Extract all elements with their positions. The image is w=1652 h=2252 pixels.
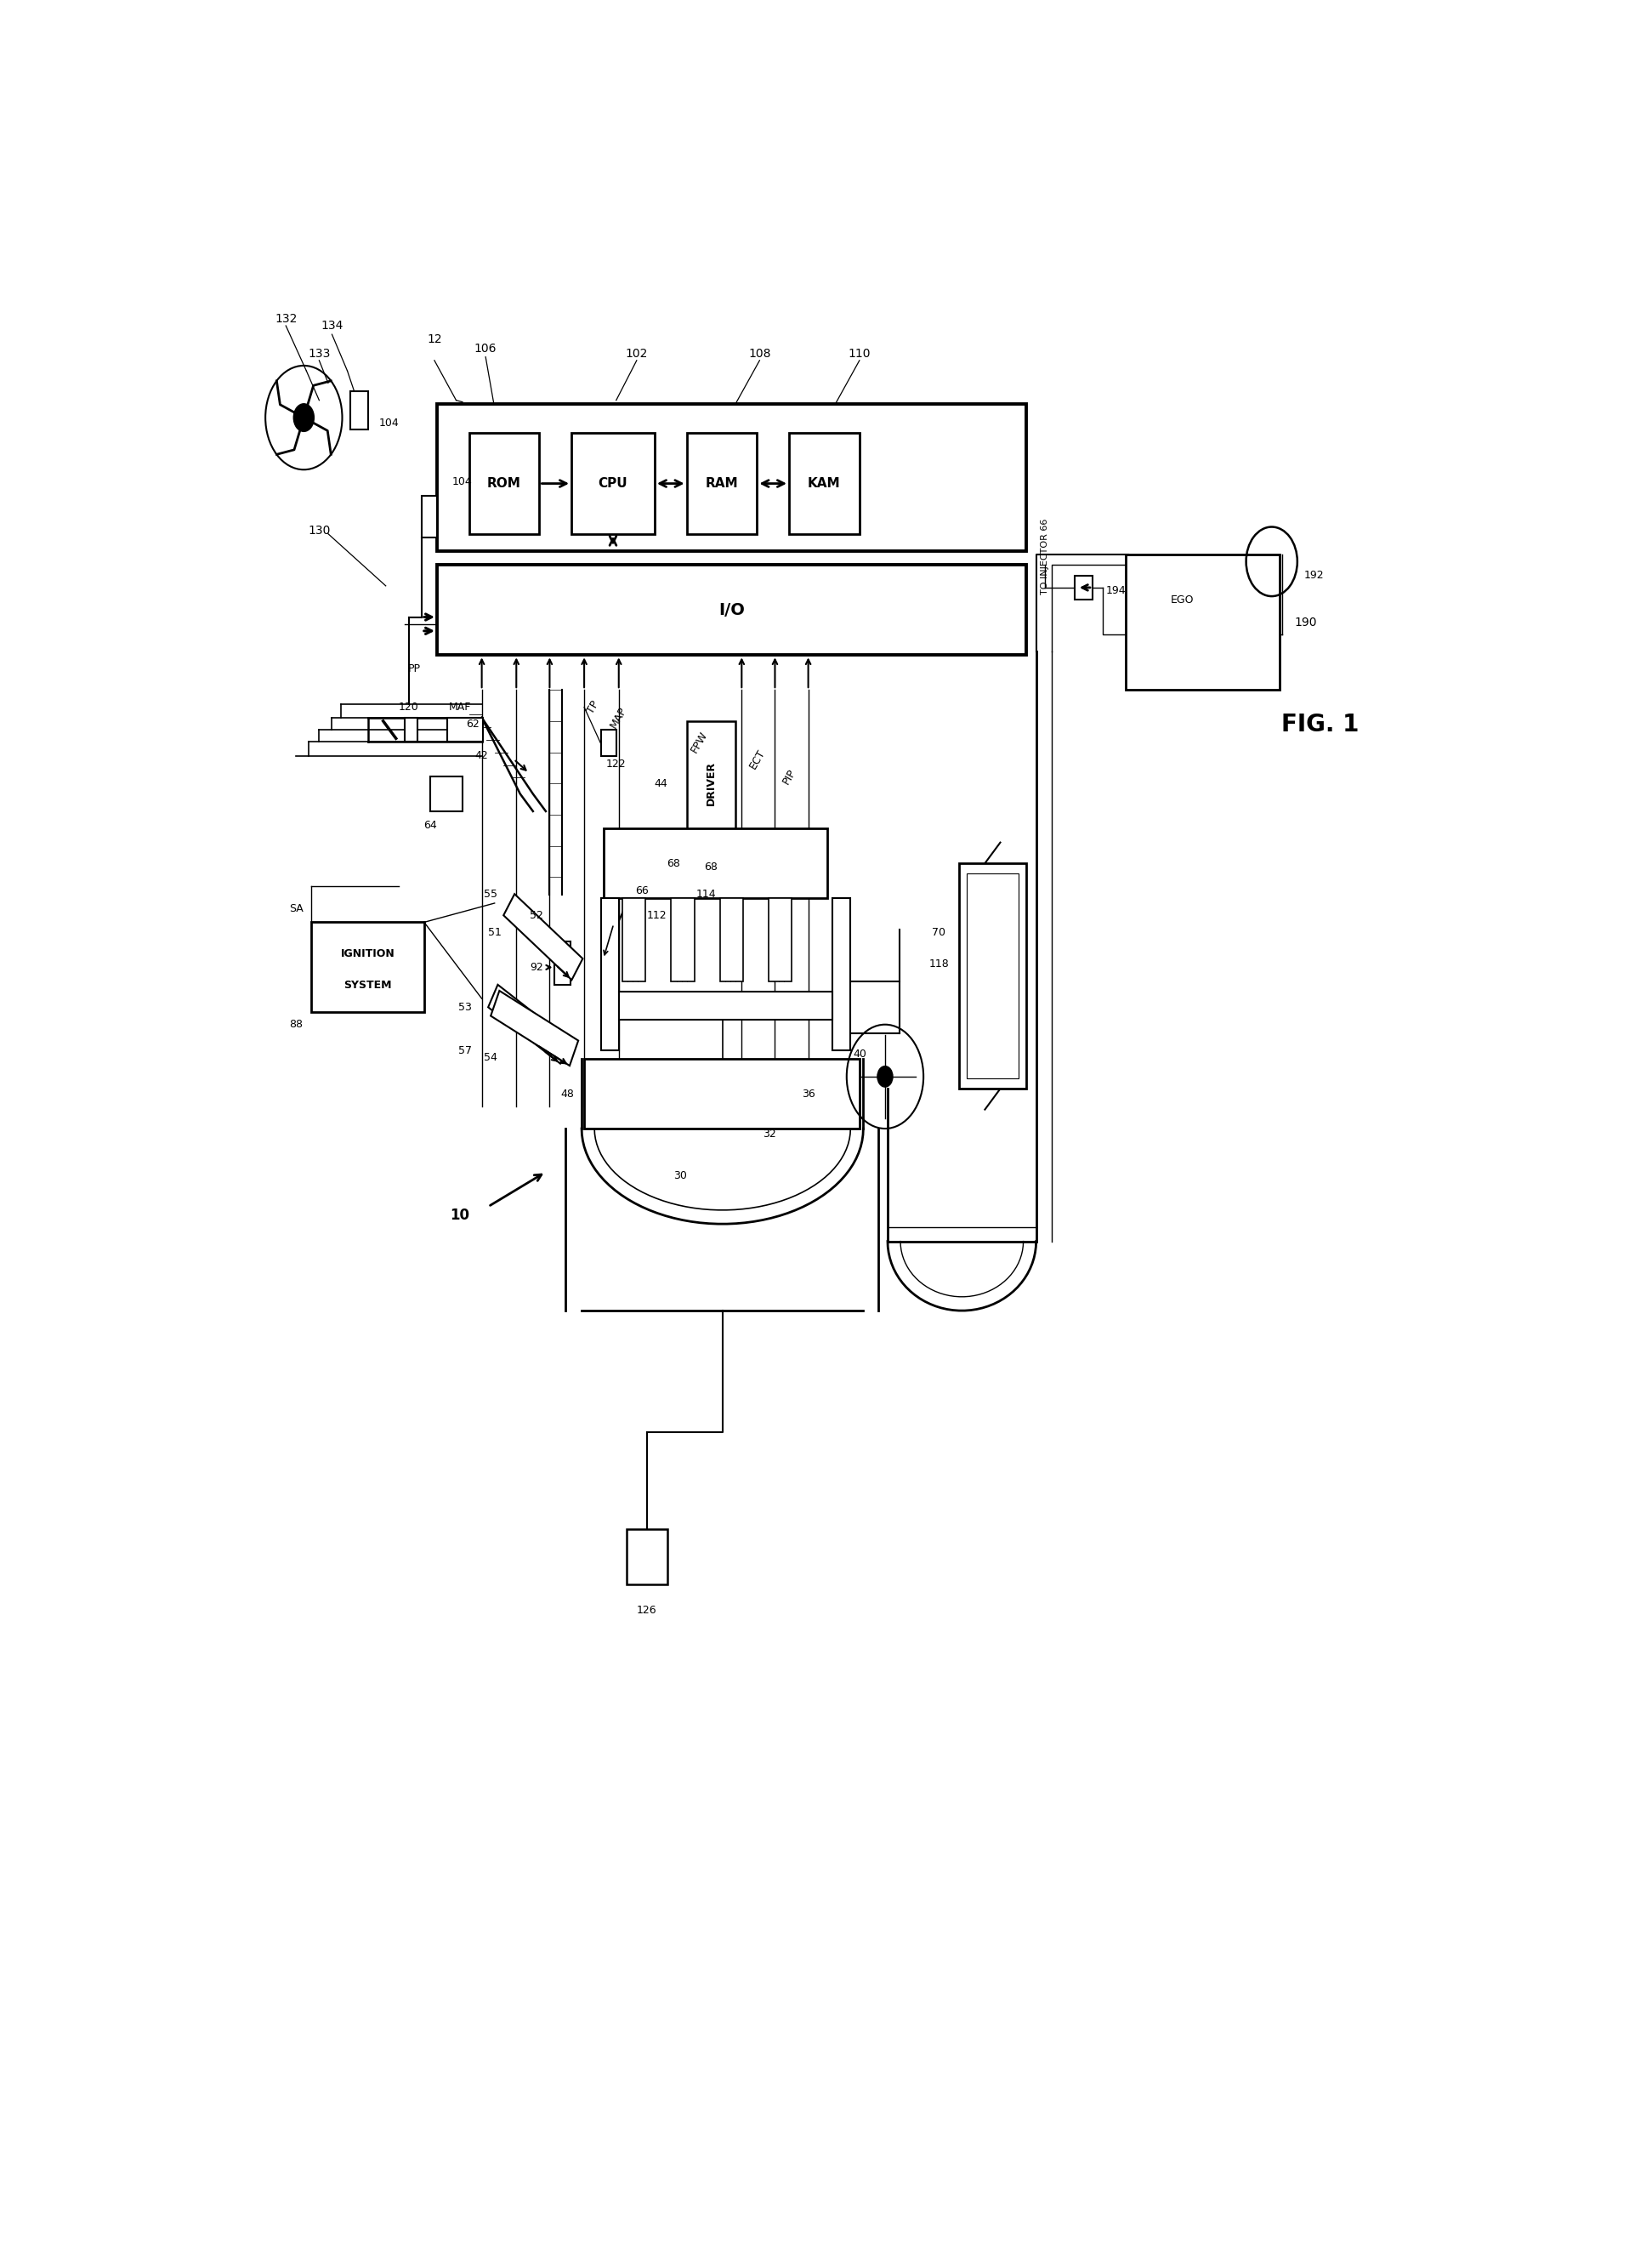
Bar — [312, 923, 425, 1013]
Text: 122: 122 — [606, 759, 626, 770]
Text: PP: PP — [408, 664, 420, 676]
Text: 134: 134 — [320, 320, 344, 331]
Text: 53: 53 — [458, 1002, 472, 1013]
Bar — [405, 718, 418, 741]
Text: 51: 51 — [487, 928, 501, 939]
Text: 30: 30 — [674, 1169, 687, 1180]
Polygon shape — [504, 894, 583, 980]
Text: FIG. 1: FIG. 1 — [1282, 712, 1360, 736]
Bar — [421, 495, 438, 538]
Bar — [833, 899, 851, 1049]
Text: 68: 68 — [704, 860, 717, 872]
Bar — [1125, 554, 1279, 689]
Circle shape — [294, 403, 314, 432]
Text: 36: 36 — [801, 1088, 814, 1099]
Text: 194: 194 — [1105, 586, 1125, 597]
Circle shape — [877, 1065, 892, 1088]
Text: 48: 48 — [560, 1088, 575, 1099]
Text: 92: 92 — [530, 962, 544, 973]
Text: 40: 40 — [852, 1049, 866, 1058]
Text: 114: 114 — [695, 890, 715, 901]
Text: 55: 55 — [484, 890, 497, 901]
Text: EGO: EGO — [1170, 595, 1194, 606]
Text: PIP: PIP — [780, 768, 798, 786]
Text: 12: 12 — [426, 333, 441, 345]
Bar — [431, 777, 463, 811]
Text: FPW: FPW — [689, 730, 710, 754]
Text: 132: 132 — [274, 313, 297, 324]
Text: 62: 62 — [466, 718, 479, 730]
Text: MAF: MAF — [449, 703, 471, 712]
Bar — [620, 991, 833, 1020]
Text: KAM: KAM — [808, 477, 841, 491]
Text: 102: 102 — [626, 347, 648, 360]
Text: 112: 112 — [648, 910, 667, 921]
Bar — [687, 721, 735, 847]
Text: 68: 68 — [667, 858, 681, 869]
Text: 10: 10 — [451, 1207, 469, 1223]
Text: 104: 104 — [380, 417, 400, 428]
Text: 57: 57 — [458, 1045, 472, 1056]
Bar — [448, 718, 482, 741]
Text: 190: 190 — [1295, 617, 1317, 628]
Text: 66: 66 — [634, 885, 649, 896]
Text: 32: 32 — [763, 1128, 776, 1140]
Text: 88: 88 — [289, 1018, 302, 1029]
Text: 110: 110 — [847, 347, 871, 360]
Text: 130: 130 — [307, 525, 330, 536]
Bar — [585, 1058, 859, 1128]
Bar — [436, 403, 1026, 552]
Bar — [469, 432, 539, 534]
Bar — [1074, 577, 1092, 599]
Bar — [555, 941, 570, 984]
Text: 106: 106 — [474, 342, 497, 354]
Text: I/O: I/O — [719, 601, 745, 619]
Text: ECT: ECT — [747, 748, 767, 770]
Bar — [436, 565, 1026, 655]
Text: DRIVER: DRIVER — [705, 761, 717, 806]
Text: MAP: MAP — [608, 705, 629, 730]
Text: 104: 104 — [453, 475, 472, 486]
Text: 70: 70 — [932, 928, 945, 939]
Text: 118: 118 — [928, 959, 948, 968]
Text: 52: 52 — [530, 910, 544, 921]
Text: RAM: RAM — [705, 477, 738, 491]
Text: 120: 120 — [398, 703, 420, 712]
Polygon shape — [491, 991, 578, 1065]
Text: 42: 42 — [476, 750, 489, 761]
Text: 133: 133 — [307, 347, 330, 360]
Bar — [350, 392, 368, 430]
Text: 44: 44 — [654, 777, 667, 788]
Bar — [671, 899, 694, 982]
Text: 192: 192 — [1303, 570, 1323, 581]
Bar — [572, 432, 654, 534]
Bar — [720, 899, 743, 982]
Bar — [960, 863, 1026, 1088]
Text: 126: 126 — [638, 1606, 657, 1617]
Text: 64: 64 — [425, 820, 438, 831]
Bar — [790, 432, 859, 534]
Text: IGNITION: IGNITION — [340, 948, 395, 959]
Text: ROM: ROM — [487, 477, 520, 491]
Text: CPU: CPU — [598, 477, 628, 491]
Text: SA: SA — [289, 903, 304, 914]
Bar — [966, 874, 1018, 1079]
Text: TP: TP — [585, 698, 601, 716]
Bar — [601, 899, 620, 1049]
Polygon shape — [489, 984, 570, 1063]
Bar — [626, 1529, 667, 1585]
Bar — [601, 730, 616, 757]
Text: 54: 54 — [484, 1052, 497, 1063]
Text: SYSTEM: SYSTEM — [344, 980, 392, 991]
Bar — [687, 432, 757, 534]
Bar — [603, 829, 828, 899]
Text: 108: 108 — [748, 347, 771, 360]
Bar — [623, 899, 646, 982]
Text: TO INJECTOR 66: TO INJECTOR 66 — [1041, 518, 1049, 595]
Bar — [768, 899, 791, 982]
